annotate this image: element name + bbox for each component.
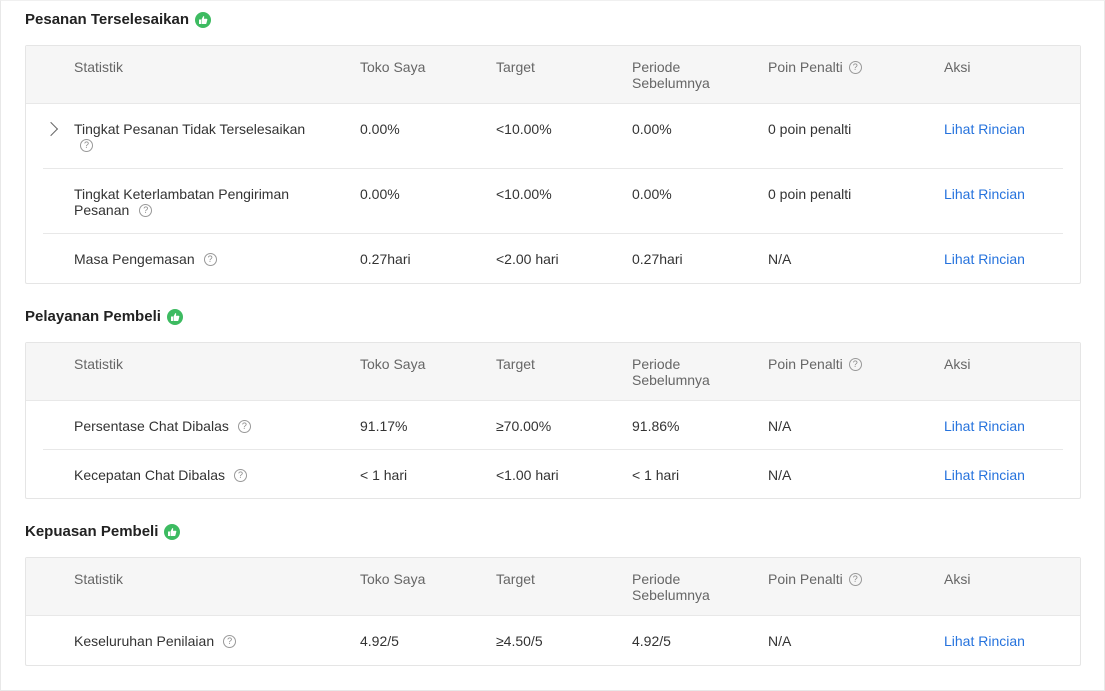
- row-divider: [43, 168, 1063, 169]
- table-row: Persentase Chat Dibalas? 91.17% ≥70.00% …: [26, 401, 1080, 450]
- stat-name: Masa Pengemasan?: [74, 251, 217, 267]
- lihat-rincian-link[interactable]: Lihat Rincian: [944, 467, 1025, 483]
- poin-value: 0 poin penalti: [768, 121, 852, 137]
- lihat-rincian-link[interactable]: Lihat Rincian: [944, 418, 1025, 434]
- section-title-kepuasan: Kepuasan Pembeli: [25, 523, 181, 540]
- header-toko-saya: Toko Saya: [360, 571, 426, 587]
- chevron-right-icon[interactable]: [43, 121, 59, 137]
- row-divider: [43, 449, 1063, 450]
- help-circle-icon[interactable]: ?: [203, 252, 217, 266]
- thumbs-up-icon: [164, 523, 181, 540]
- poin-value: N/A: [768, 633, 792, 649]
- row-divider: [43, 233, 1063, 234]
- stat-name: Tingkat Keterlambatan Pengiriman Pesanan?: [74, 186, 290, 218]
- table-pelayanan: Statistik Toko Saya Target Periode Sebelu…: [25, 342, 1081, 499]
- header-toko-saya: Toko Saya: [360, 59, 426, 75]
- toko-value: 91.17%: [360, 418, 408, 434]
- help-circle-icon[interactable]: ?: [237, 419, 251, 433]
- help-circle-icon[interactable]: ?: [848, 572, 862, 586]
- poin-value: N/A: [768, 251, 792, 267]
- section-title-pesanan: Pesanan Terselesaikan: [25, 11, 211, 28]
- table-header: Statistik Toko Saya Target Periode Sebelu…: [26, 46, 1080, 104]
- header-statistik: Statistik: [74, 356, 124, 372]
- help-circle-icon[interactable]: ?: [848, 357, 862, 371]
- target-value: <10.00%: [496, 186, 552, 202]
- periode-value: 0.00%: [632, 186, 672, 202]
- poin-value: N/A: [768, 418, 792, 434]
- target-value: ≥4.50/5: [496, 633, 543, 649]
- help-circle-icon[interactable]: ?: [80, 138, 93, 152]
- table-row: Masa Pengemasan? 0.27hari <2.00 hari 0.2…: [26, 234, 1080, 284]
- thumbs-up-icon: [166, 308, 183, 325]
- toko-value: 4.92/5: [360, 633, 399, 649]
- periode-value: 0.27hari: [632, 251, 683, 267]
- stat-name: Keseluruhan Penilaian?: [74, 633, 237, 649]
- table-row: Keseluruhan Penilaian? 4.92/5 ≥4.50/5 4.…: [26, 616, 1080, 665]
- header-toko-saya: Toko Saya: [360, 356, 426, 372]
- header-statistik: Statistik: [74, 571, 124, 587]
- target-value: <1.00 hari: [496, 467, 559, 483]
- help-circle-icon[interactable]: ?: [848, 60, 862, 74]
- stat-name: Tingkat Pesanan Tidak Terselesaikan?: [74, 121, 306, 152]
- header-poin-penalti: Poin Penalti?: [768, 59, 862, 75]
- header-target: Target: [496, 571, 535, 587]
- lihat-rincian-link[interactable]: Lihat Rincian: [944, 186, 1025, 202]
- header-statistik: Statistik: [74, 59, 124, 75]
- header-target: Target: [496, 59, 535, 75]
- help-circle-icon[interactable]: ?: [223, 634, 237, 648]
- header-periode: Periode Sebelumnya: [632, 571, 710, 603]
- stat-name: Persentase Chat Dibalas?: [74, 418, 251, 434]
- target-value: <10.00%: [496, 121, 552, 137]
- stat-name: Kecepatan Chat Dibalas?: [74, 467, 247, 483]
- header-periode: Periode Sebelumnya: [632, 59, 710, 91]
- table-kepuasan: Statistik Toko Saya Target Periode Sebelu…: [25, 557, 1081, 666]
- header-aksi: Aksi: [944, 59, 971, 75]
- periode-value: 91.86%: [632, 418, 680, 434]
- target-value: <2.00 hari: [496, 251, 559, 267]
- table-pesanan: Statistik Toko Saya Target Periode Sebelu…: [25, 45, 1081, 284]
- poin-value: 0 poin penalti: [768, 186, 852, 202]
- toko-value: < 1 hari: [360, 467, 408, 483]
- periode-value: 0.00%: [632, 121, 672, 137]
- poin-value: N/A: [768, 467, 792, 483]
- header-poin-penalti: Poin Penalti?: [768, 571, 862, 587]
- toko-value: 0.00%: [360, 121, 400, 137]
- table-row: Kecepatan Chat Dibalas? < 1 hari <1.00 h…: [26, 450, 1080, 498]
- help-circle-icon[interactable]: ?: [139, 203, 153, 217]
- section-title-text: Kepuasan Pembeli: [25, 523, 159, 540]
- section-title-text: Pelayanan Pembeli: [25, 308, 161, 325]
- toko-value: 0.00%: [360, 186, 400, 202]
- header-periode: Periode Sebelumnya: [632, 356, 710, 388]
- section-title-text: Pesanan Terselesaikan: [25, 11, 189, 28]
- lihat-rincian-link[interactable]: Lihat Rincian: [944, 251, 1025, 267]
- header-target: Target: [496, 356, 535, 372]
- header-aksi: Aksi: [944, 356, 971, 372]
- toko-value: 0.27hari: [360, 251, 411, 267]
- table-row: Tingkat Keterlambatan Pengiriman Pesanan?…: [26, 169, 1080, 234]
- periode-value: 4.92/5: [632, 633, 671, 649]
- header-poin-penalti: Poin Penalti?: [768, 356, 862, 372]
- target-value: ≥70.00%: [496, 418, 552, 434]
- table-row: Tingkat Pesanan Tidak Terselesaikan? 0.0…: [26, 104, 1080, 169]
- table-header: Statistik Toko Saya Target Periode Sebelu…: [26, 558, 1080, 616]
- lihat-rincian-link[interactable]: Lihat Rincian: [944, 633, 1025, 649]
- section-title-pelayanan: Pelayanan Pembeli: [25, 308, 183, 325]
- table-header: Statistik Toko Saya Target Periode Sebelu…: [26, 343, 1080, 401]
- header-aksi: Aksi: [944, 571, 971, 587]
- periode-value: < 1 hari: [632, 467, 680, 483]
- lihat-rincian-link[interactable]: Lihat Rincian: [944, 121, 1025, 137]
- thumbs-up-icon: [195, 11, 211, 28]
- help-circle-icon[interactable]: ?: [234, 468, 247, 482]
